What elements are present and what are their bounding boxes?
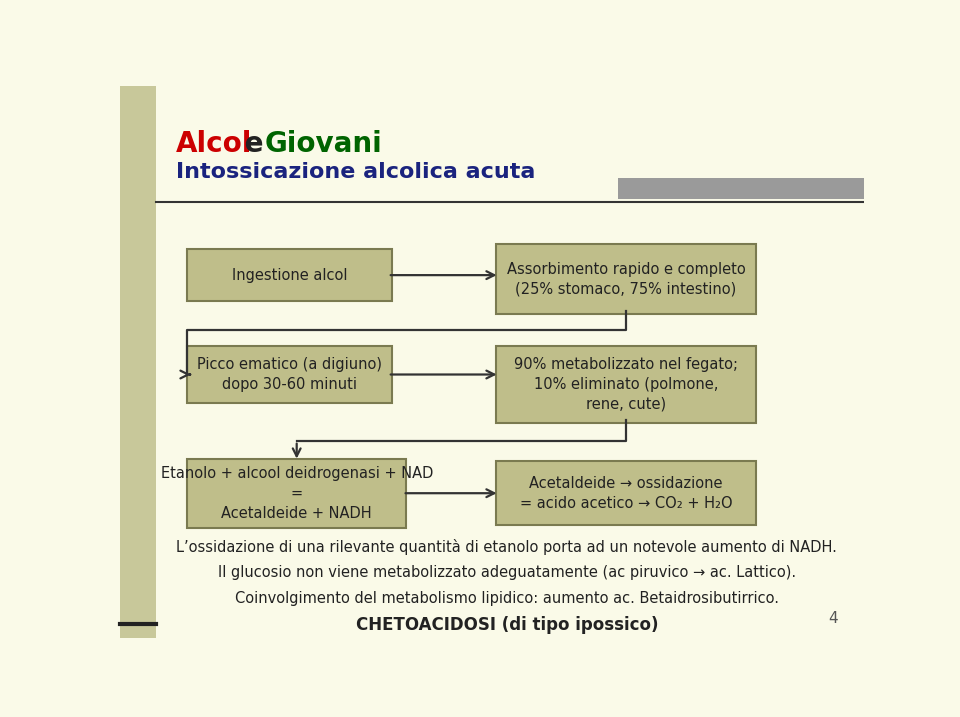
FancyBboxPatch shape	[495, 244, 756, 313]
Text: 90% metabolizzato nel fegato;
10% eliminato (polmone,
rene, cute): 90% metabolizzato nel fegato; 10% elimin…	[514, 357, 738, 412]
Bar	[618, 179, 864, 199]
Text: Assorbimento rapido e completo
(25% stomaco, 75% intestino): Assorbimento rapido e completo (25% stom…	[507, 262, 745, 296]
FancyBboxPatch shape	[187, 249, 392, 301]
Text: Picco ematico (a digiuno)
dopo 30-60 minuti: Picco ematico (a digiuno) dopo 30-60 min…	[197, 357, 382, 392]
Text: Intossicazione alcolica acuta: Intossicazione alcolica acuta	[176, 161, 535, 181]
Text: Etanolo + alcool deidrogenasi + NAD
=
Acetaldeide + NADH: Etanolo + alcool deidrogenasi + NAD = Ac…	[160, 466, 433, 521]
Text: CHETOACIDOSI (di tipo ipossico): CHETOACIDOSI (di tipo ipossico)	[355, 616, 659, 634]
Text: Acetaldeide → ossidazione
= acido acetico → CO₂ + H₂O: Acetaldeide → ossidazione = acido acetic…	[519, 476, 732, 511]
FancyBboxPatch shape	[187, 459, 406, 528]
FancyBboxPatch shape	[187, 346, 392, 404]
Text: Ingestione alcol: Ingestione alcol	[231, 267, 347, 282]
Text: Il glucosio non viene metabolizzato adeguatamente (ac piruvico → ac. Lattico).: Il glucosio non viene metabolizzato adeg…	[218, 566, 796, 581]
Bar	[120, 86, 156, 638]
Text: Coinvolgimento del metabolismo lipidico: aumento ac. Betaidrosibutirrico.: Coinvolgimento del metabolismo lipidico:…	[235, 592, 779, 607]
Text: 4: 4	[828, 611, 838, 626]
FancyBboxPatch shape	[495, 346, 756, 423]
Text: Giovani: Giovani	[265, 130, 382, 158]
FancyBboxPatch shape	[495, 462, 756, 525]
Text: L’ossidazione di una rilevante quantità di etanolo porta ad un notevole aumento : L’ossidazione di una rilevante quantità …	[177, 539, 837, 555]
Text: e: e	[235, 130, 273, 158]
Text: Alcol: Alcol	[176, 130, 252, 158]
